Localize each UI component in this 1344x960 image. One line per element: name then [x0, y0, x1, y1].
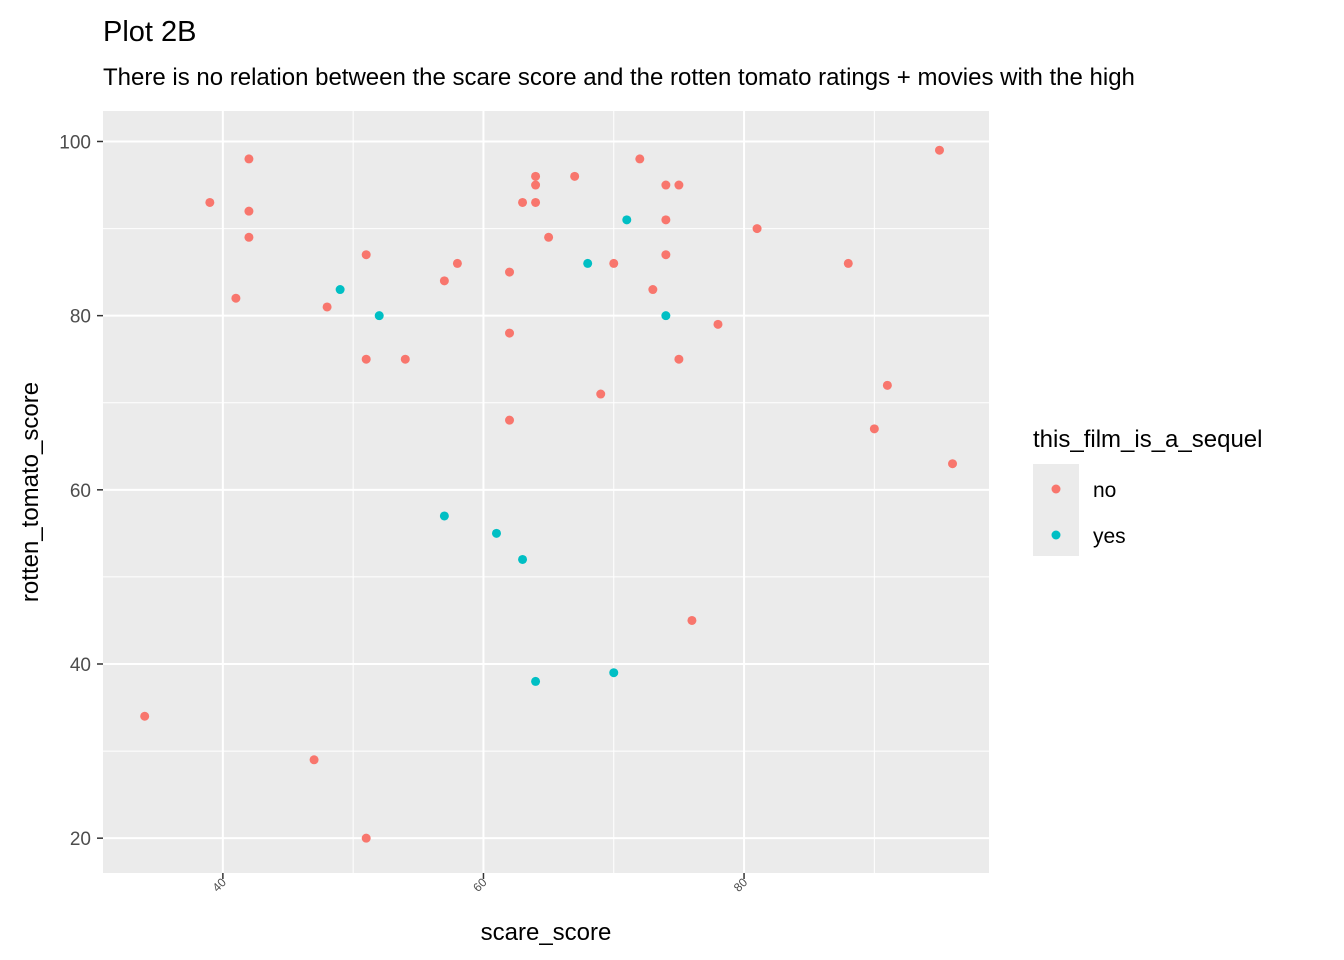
y-tick-label: 100: [59, 132, 91, 153]
data-point-no: [361, 354, 371, 364]
grid-minor: [103, 111, 989, 873]
data-point-no: [531, 180, 541, 190]
legend-title: this_film_is_a_sequel: [1033, 426, 1262, 453]
y-tick-label: 60: [70, 481, 91, 502]
data-point-yes: [583, 258, 593, 268]
data-point-no: [635, 154, 645, 164]
x-tick-label: 60: [470, 875, 490, 895]
legend-key-no: [1051, 484, 1061, 494]
legend-label-no: no: [1093, 479, 1116, 502]
legend-key-background: [1033, 464, 1079, 556]
data-point-no: [596, 389, 606, 399]
data-point-no: [231, 293, 241, 303]
chart-title: Plot 2B: [103, 16, 197, 48]
data-point-no: [505, 328, 515, 338]
legend-key-yes: [1051, 530, 1061, 540]
data-point-no: [452, 258, 462, 268]
plot-panel: [103, 111, 989, 873]
data-point-no: [661, 215, 671, 225]
data-point-no: [140, 711, 150, 721]
data-point-no: [322, 302, 332, 312]
data-point-yes: [439, 511, 449, 521]
data-point-no: [687, 615, 697, 625]
data-point-no: [609, 258, 619, 268]
data-point-no: [244, 232, 254, 242]
y-axis-ticks: 20 40 60 80 100: [59, 132, 103, 850]
grid-major: [103, 111, 989, 873]
data-point-no: [882, 380, 892, 390]
data-point-yes: [609, 668, 619, 678]
y-tick-label: 20: [70, 829, 91, 850]
y-axis-title: rotten_tomato_score: [17, 382, 44, 602]
data-point-no: [361, 250, 371, 260]
legend-label-yes: yes: [1093, 525, 1126, 548]
data-point-no: [948, 459, 958, 469]
data-point-no: [531, 171, 541, 181]
data-point-no: [400, 354, 410, 364]
data-point-no: [244, 206, 254, 216]
data-point-yes: [491, 528, 501, 538]
data-point-no: [244, 154, 254, 164]
data-point-no: [843, 258, 853, 268]
data-point-no: [505, 415, 515, 425]
data-point-no: [661, 250, 671, 260]
data-point-yes: [518, 554, 528, 564]
data-point-yes: [335, 285, 345, 295]
data-point-no: [752, 224, 762, 234]
data-point-no: [361, 833, 371, 843]
data-point-no: [570, 171, 580, 181]
data-point-no: [713, 319, 723, 329]
data-point-no: [674, 180, 684, 190]
data-point-no: [544, 232, 554, 242]
data-points: [140, 145, 958, 843]
data-point-yes: [374, 311, 384, 321]
data-point-no: [439, 276, 449, 286]
data-point-yes: [531, 676, 541, 686]
data-point-no: [531, 197, 541, 207]
data-point-yes: [622, 215, 632, 225]
data-point-no: [518, 197, 528, 207]
data-point-no: [869, 424, 879, 434]
data-point-no: [309, 755, 319, 765]
data-point-no: [205, 197, 215, 207]
legend-entries: no yes: [1051, 479, 1126, 548]
x-tick-label: 80: [731, 875, 751, 895]
data-point-no: [674, 354, 684, 364]
y-tick-label: 80: [70, 307, 91, 328]
legend: this_film_is_a_sequel no yes: [1033, 426, 1262, 556]
data-point-no: [648, 285, 658, 295]
data-point-no: [505, 267, 515, 277]
data-point-no: [661, 180, 671, 190]
x-axis-ticks: 40 60 80: [210, 873, 751, 895]
x-axis-title: scare_score: [481, 919, 612, 946]
data-point-yes: [661, 311, 671, 321]
chart-subtitle: There is no relation between the scare s…: [103, 64, 1135, 91]
data-point-no: [934, 145, 944, 155]
x-tick-label: 40: [210, 875, 230, 895]
y-tick-label: 40: [70, 655, 91, 676]
